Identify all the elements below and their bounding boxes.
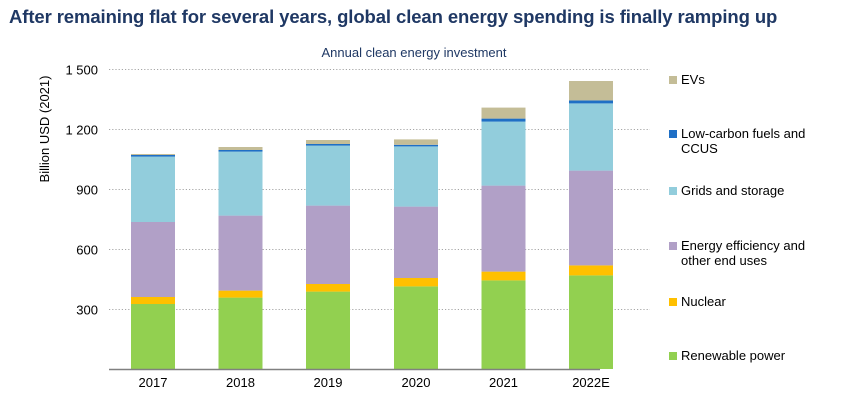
bar-segment-renewable-power — [218, 297, 263, 369]
bar-segment-renewable-power — [306, 291, 350, 369]
bar-segment-evs — [131, 154, 175, 155]
bar-segment-energy-efficiency-and-other-end-uses — [306, 205, 350, 284]
y-tick-label: 1 500 — [65, 63, 98, 78]
bar-stack-2018 — [218, 147, 263, 369]
legend-item: Low-carbon fuels and CCUS — [669, 126, 849, 156]
x-tick-labels: 2017 2018 2019 2020 2021 2022E — [139, 375, 611, 390]
bar-stack-2020 — [394, 139, 438, 369]
legend-label: EVs — [681, 72, 705, 87]
x-tick-label: 2019 — [314, 375, 343, 390]
bar-segment-renewable-power — [569, 275, 613, 369]
bar-segment-renewable-power — [481, 280, 526, 369]
x-tick-label: 2022E — [572, 375, 610, 390]
bar-segment-energy-efficiency-and-other-end-uses — [481, 185, 526, 272]
bar-segment-evs — [569, 81, 613, 101]
bar-segment-low-carbon-fuels-and-ccus — [131, 155, 175, 157]
bar-segment-evs — [481, 107, 526, 119]
bar-stack-2019 — [306, 140, 350, 369]
bars — [131, 81, 613, 369]
legend-swatch — [669, 76, 677, 84]
bar-segment-grids-and-storage — [218, 151, 263, 216]
legend-swatch — [669, 130, 677, 138]
y-axis-label: Billion USD (2021) — [37, 76, 52, 183]
bar-segment-evs — [218, 147, 263, 150]
bar-segment-evs — [306, 140, 350, 144]
chart-title: Annual clean energy investment — [321, 45, 507, 60]
bar-segment-nuclear — [306, 284, 350, 292]
legend-item: Renewable power — [669, 348, 849, 363]
bar-segment-renewable-power — [131, 304, 175, 369]
bar-segment-renewable-power — [394, 286, 438, 369]
bar-stack-2022E — [569, 81, 613, 369]
bar-stack-2017 — [131, 154, 175, 369]
legend-swatch — [669, 187, 677, 195]
x-tick-label: 2020 — [402, 375, 431, 390]
chart-title-wrap: Annual clean energy investment — [0, 45, 850, 60]
bar-segment-energy-efficiency-and-other-end-uses — [394, 206, 438, 278]
bar-segment-low-carbon-fuels-and-ccus — [218, 150, 263, 152]
bar-segment-nuclear — [481, 271, 526, 281]
legend-label: Low-carbon fuels and CCUS — [681, 126, 806, 156]
bar-segment-energy-efficiency-and-other-end-uses — [131, 222, 175, 297]
y-tick-labels: 300 600 900 1 200 1 500 — [65, 63, 98, 318]
legend-label: Nuclear — [681, 294, 726, 309]
bar-segment-grids-and-storage — [131, 156, 175, 222]
legend-item: Nuclear — [669, 294, 849, 309]
bar-segment-grids-and-storage — [481, 121, 526, 186]
legend-label: Grids and storage — [681, 183, 785, 198]
bar-segment-nuclear — [394, 278, 438, 287]
bar-segment-energy-efficiency-and-other-end-uses — [569, 170, 613, 266]
bar-segment-nuclear — [218, 290, 263, 298]
bar-segment-nuclear — [569, 265, 613, 276]
legend-item: Energy efficiency and other end uses — [669, 238, 849, 268]
y-tick-label: 900 — [76, 183, 98, 198]
bar-segment-low-carbon-fuels-and-ccus — [306, 144, 350, 146]
bar-segment-grids-and-storage — [394, 146, 438, 207]
x-tick-label: 2018 — [226, 375, 255, 390]
legend-label: Energy efficiency and other end uses — [681, 238, 806, 268]
legend-item: Grids and storage — [669, 183, 849, 198]
bar-segment-grids-and-storage — [306, 145, 350, 206]
legend-item: EVs — [669, 72, 849, 87]
legend-label: Renewable power — [681, 348, 786, 363]
y-tick-label: 600 — [76, 243, 98, 258]
bar-segment-grids-and-storage — [569, 103, 613, 171]
legend-swatch — [669, 298, 677, 306]
bar-segment-low-carbon-fuels-and-ccus — [569, 100, 613, 104]
gridlines — [109, 69, 650, 310]
legend-swatch — [669, 352, 677, 360]
bar-segment-low-carbon-fuels-and-ccus — [481, 118, 526, 122]
x-tick-label: 2021 — [489, 375, 518, 390]
bar-segment-low-carbon-fuels-and-ccus — [394, 144, 438, 147]
bar-segment-energy-efficiency-and-other-end-uses — [218, 215, 263, 291]
y-tick-label: 1 200 — [65, 123, 98, 138]
x-tick-label: 2017 — [139, 375, 168, 390]
y-tick-label: 300 — [76, 303, 98, 318]
bar-segment-evs — [394, 139, 438, 145]
headline: After remaining flat for several years, … — [9, 6, 778, 27]
legend-swatch — [669, 242, 677, 250]
bar-stack-2021 — [481, 107, 526, 369]
bar-segment-nuclear — [131, 297, 175, 304]
